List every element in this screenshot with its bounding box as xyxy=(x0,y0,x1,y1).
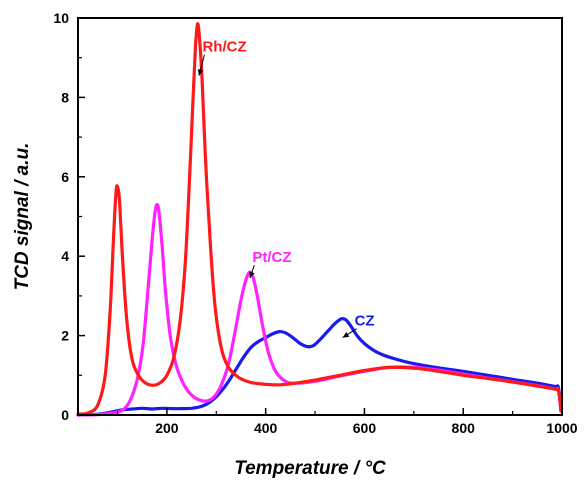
y-tick-label: 8 xyxy=(61,89,69,105)
y-tick-label: 6 xyxy=(61,169,69,185)
x-axis-title: Temperature / °C xyxy=(234,458,386,479)
x-tick-label: 200 xyxy=(155,420,179,436)
tick-layer: 200 400 600 800 1000 0 2 4 6 8 10 xyxy=(53,10,577,436)
x-tick-label: 1000 xyxy=(546,420,577,436)
series-label-rh-cz: Rh/CZ xyxy=(202,39,246,56)
annotation-layer: Rh/CZ Pt/CZ CZ xyxy=(197,39,375,339)
x-tick-label: 800 xyxy=(452,420,476,436)
series-layer xyxy=(76,22,563,417)
x-tick-label: 400 xyxy=(254,420,278,436)
y-axis-title: TCD signal / a.u. xyxy=(12,143,33,291)
series-arrowhead-pt-cz xyxy=(249,271,255,279)
series-label-pt-cz: Pt/CZ xyxy=(252,249,291,266)
series-label-cz: CZ xyxy=(355,313,375,330)
series-arrowhead-rh-cz xyxy=(197,69,204,76)
series-line-cz xyxy=(76,317,563,417)
plot-frame xyxy=(77,17,563,416)
y-tick-label: 2 xyxy=(61,328,69,344)
y-tick-label: 10 xyxy=(53,10,69,26)
y-tick-label: 0 xyxy=(61,407,69,423)
y-tick-label: 4 xyxy=(61,248,69,264)
x-tick-label: 600 xyxy=(353,420,377,436)
series-arrowhead-cz xyxy=(342,331,350,338)
series-line-rh-cz xyxy=(76,22,563,416)
